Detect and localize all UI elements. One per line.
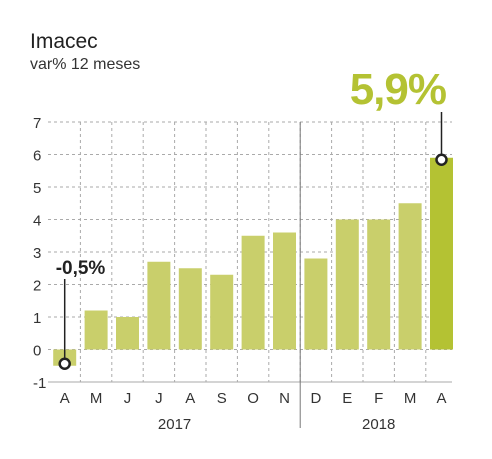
bar — [147, 261, 171, 350]
x-tick-label: A — [436, 390, 446, 407]
axis-ticks: -1 0 1 2 3 4 5 6 7 A M J J A S O N D E F M A 2017 2018 — [33, 115, 447, 433]
y-tick-label: 6 — [33, 148, 41, 165]
bar — [210, 274, 234, 350]
year-label: 2018 — [362, 416, 395, 433]
x-tick-label: O — [247, 390, 259, 407]
y-tick-label: -1 — [33, 375, 46, 392]
x-tick-label: A — [185, 390, 195, 407]
x-tick-label: F — [374, 390, 383, 407]
annotation-marker — [58, 357, 71, 370]
x-tick-label: E — [342, 390, 352, 407]
bar — [84, 310, 108, 350]
y-tick-label: 4 — [33, 213, 41, 230]
y-tick-label: 5 — [33, 180, 41, 197]
x-tick-label: M — [90, 390, 103, 407]
x-tick-label: S — [217, 390, 227, 407]
bar — [398, 203, 422, 350]
gridlines — [48, 121, 452, 428]
bars — [53, 157, 453, 366]
annotation-label: 5,9% — [350, 65, 446, 114]
bar — [367, 219, 391, 350]
x-tick-label: J — [124, 390, 132, 407]
annotation-label: -0,5% — [56, 258, 106, 279]
year-label: 2017 — [158, 416, 191, 433]
bar — [116, 317, 139, 350]
annotation-marker — [435, 153, 448, 166]
y-tick-label: 1 — [33, 310, 41, 327]
bar — [241, 235, 265, 350]
y-tick-label: 0 — [33, 343, 41, 360]
x-tick-label: N — [279, 390, 290, 407]
chart-title: Imacec — [30, 30, 98, 53]
bar — [304, 258, 328, 350]
y-tick-label: 7 — [33, 115, 41, 132]
x-tick-label: A — [60, 390, 70, 407]
bar — [335, 219, 359, 350]
bar — [430, 157, 453, 350]
x-tick-label: M — [404, 390, 417, 407]
bar — [178, 268, 202, 350]
annotations: -0,5% 5,9% — [56, 65, 448, 370]
x-tick-label: D — [310, 390, 321, 407]
chart-subtitle: var% 12 meses — [30, 56, 140, 73]
bar — [273, 232, 296, 350]
y-tick-label: 2 — [33, 278, 41, 295]
x-tick-label: J — [155, 390, 163, 407]
y-tick-label: 3 — [33, 245, 41, 262]
